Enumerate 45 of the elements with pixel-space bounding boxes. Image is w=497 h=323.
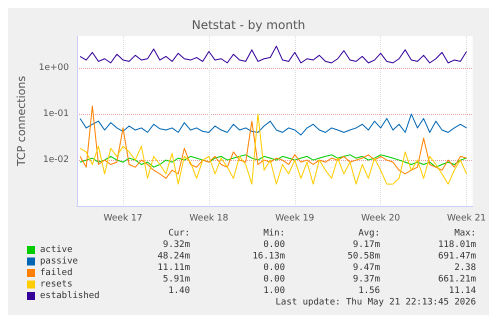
text: 9.32m	[162, 240, 190, 250]
text: 0.00	[263, 263, 285, 273]
text: 11.11m	[157, 263, 190, 273]
text: Last update: Thu May 21 22:13:45 2026	[276, 298, 476, 308]
text: 661.21m	[438, 274, 476, 284]
y-axis-title: TCP connections	[15, 76, 28, 168]
text: 50.58m	[347, 252, 380, 262]
text: Max:	[454, 228, 476, 238]
text: 9.47m	[352, 263, 380, 273]
text: 5.91m	[162, 274, 190, 284]
chart-title: Netstat - by month	[192, 18, 306, 32]
x-tick-label: Week 19	[275, 214, 315, 224]
line-series	[80, 154, 468, 168]
line-series	[80, 114, 468, 136]
text: 11.14	[448, 286, 476, 296]
y-tick-label: 1e-01	[43, 109, 69, 120]
legend-label: passive	[40, 256, 78, 266]
text: 2.38	[454, 263, 476, 273]
legend-label: resets	[40, 280, 73, 290]
text: 0.00	[263, 274, 285, 284]
line-series	[80, 105, 468, 179]
x-tick-label: Week 18	[189, 214, 229, 224]
x-tick-label: Week 20	[361, 214, 400, 224]
x-tick-label: Week 21	[447, 214, 486, 224]
line-series	[80, 46, 468, 64]
text: Cur:	[168, 228, 190, 238]
y-tick-label: 1e-02	[43, 155, 69, 166]
text: 1.40	[168, 286, 190, 296]
text: 1.56	[358, 286, 380, 296]
text: 48.24m	[157, 252, 190, 262]
text: 1.00	[263, 286, 285, 296]
legend-label: active	[40, 245, 73, 255]
line-series	[80, 114, 468, 185]
y-tick-label: 1e+00	[38, 63, 70, 74]
text: 9.17m	[352, 240, 380, 250]
legend-label: failed	[40, 268, 73, 278]
text: 16.13m	[252, 252, 285, 262]
text: 118.01m	[438, 240, 476, 250]
text: Avg:	[358, 228, 380, 238]
text: 0.00	[263, 240, 285, 250]
x-tick-label: Week 17	[104, 214, 142, 224]
text: 691.47m	[438, 252, 476, 262]
text: 9.37m	[352, 274, 380, 284]
legend-label: established	[40, 291, 100, 301]
text: Min:	[263, 228, 285, 238]
